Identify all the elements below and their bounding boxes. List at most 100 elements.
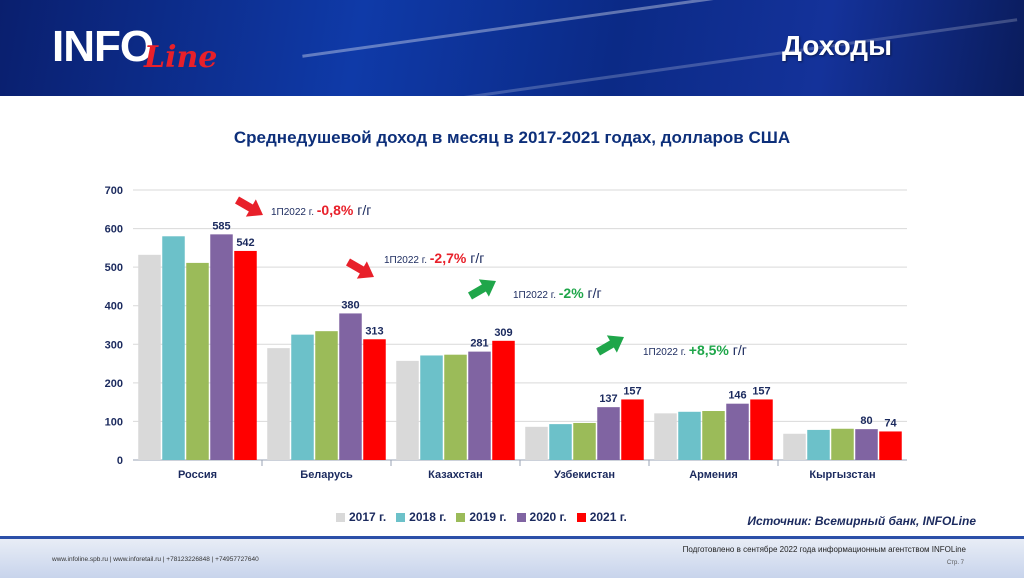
data-label: 157 bbox=[752, 385, 770, 397]
bar-Россия-2017г bbox=[138, 254, 161, 460]
data-label: 281 bbox=[470, 338, 488, 350]
arrow-down-icon bbox=[235, 196, 263, 217]
legend-swatch bbox=[576, 512, 586, 522]
bar-Армения-2017г bbox=[654, 413, 677, 460]
legend-item: 2018 г. bbox=[396, 510, 446, 524]
page-number: Стр. 7 bbox=[946, 560, 964, 566]
legend-swatch bbox=[396, 512, 406, 522]
bar-Узбекистан-2021г bbox=[621, 399, 644, 460]
chart-legend: 2017 г. 2018 г. 2019 г. 2020 г. 2021 г. bbox=[336, 510, 627, 524]
annotation-value: -2% bbox=[559, 285, 584, 301]
arrow-up-icon bbox=[596, 335, 624, 356]
bar-Кыргызстан-2021г bbox=[879, 431, 902, 460]
annotation-value: +8,5% bbox=[689, 342, 730, 358]
bar-Казахстан-2018г bbox=[420, 355, 443, 460]
y-tick-label: 0 bbox=[117, 455, 123, 467]
x-category-label: Россия bbox=[178, 469, 217, 481]
legend-label: 2017 г. bbox=[349, 510, 387, 524]
bar-Армения-2018г bbox=[678, 411, 701, 460]
annotation-period: 1П2022 г. bbox=[271, 207, 317, 218]
bar-Россия-2018г bbox=[162, 236, 185, 460]
footer-prepared-text: Подготовлено в сентябре 2022 года информ… bbox=[682, 545, 966, 554]
legend-label: 2021 г. bbox=[589, 510, 627, 524]
bar-Армения-2019г bbox=[702, 411, 725, 460]
legend-item: 2019 г. bbox=[456, 510, 507, 524]
bar-Узбекистан-2017г bbox=[525, 426, 548, 460]
annotation-period: 1П2022 г. bbox=[513, 290, 559, 301]
bar-Беларусь-2017г bbox=[267, 348, 290, 460]
bar-Узбекистан-2020г bbox=[597, 407, 620, 460]
x-category-label: Кыргызстан bbox=[809, 469, 875, 481]
bar-Кыргызстан-2019г bbox=[831, 428, 854, 460]
yoy-annotation: 1П2022 г. -2,7% г/г bbox=[384, 250, 484, 266]
x-category-label: Армения bbox=[689, 469, 738, 481]
bar-Кыргызстан-2020г bbox=[855, 429, 878, 460]
data-label: 380 bbox=[341, 299, 359, 311]
annotation-suffix: г/г bbox=[729, 342, 747, 358]
y-tick-label: 100 bbox=[105, 416, 123, 428]
bar-Армения-2021г bbox=[750, 399, 773, 460]
x-category-label: Казахстан bbox=[428, 469, 483, 481]
y-tick-label: 700 bbox=[105, 185, 123, 197]
bar-Узбекистан-2019г bbox=[573, 422, 596, 460]
bar-Беларусь-2021г bbox=[363, 339, 386, 460]
bar-Казахстан-2017г bbox=[396, 360, 419, 460]
bar-Казахстан-2019г bbox=[444, 354, 467, 460]
bar-Кыргызстан-2018г bbox=[807, 429, 830, 460]
annotation-period: 1П2022 г. bbox=[384, 255, 430, 266]
legend-swatch bbox=[516, 512, 526, 522]
data-label: 80 bbox=[860, 415, 872, 427]
bar-Россия-2020г bbox=[210, 234, 233, 460]
legend-label: 2020 г. bbox=[529, 510, 567, 524]
yoy-annotation: 1П2022 г. -0,8% г/г bbox=[271, 202, 371, 218]
annotation-period: 1П2022 г. bbox=[643, 347, 689, 358]
infoline-logo[interactable]: INFO Line bbox=[52, 22, 217, 75]
bar-Россия-2019г bbox=[186, 262, 209, 460]
bar-Казахстан-2020г bbox=[468, 351, 491, 460]
footer-bar bbox=[0, 536, 1024, 578]
data-label: 313 bbox=[365, 325, 383, 337]
bar-Казахстан-2021г bbox=[492, 340, 515, 460]
yoy-annotation: 1П2022 г. +8,5% г/г bbox=[643, 342, 747, 358]
data-label: 146 bbox=[728, 390, 746, 402]
arrow-up-icon bbox=[468, 279, 496, 300]
header-banner: INFO Line Доходы bbox=[0, 0, 1024, 96]
logo-line-text: Line bbox=[144, 40, 218, 75]
page-title: Доходы bbox=[782, 30, 892, 61]
legend-label: 2019 г. bbox=[469, 510, 507, 524]
logo-info-text: INFO bbox=[52, 22, 154, 71]
annotation-value: -2,7% bbox=[430, 250, 467, 266]
data-label: 585 bbox=[212, 220, 230, 232]
annotation-suffix: г/г bbox=[466, 250, 484, 266]
data-label: 137 bbox=[599, 393, 617, 405]
data-label: 74 bbox=[884, 417, 897, 429]
bar-Беларусь-2018г bbox=[291, 334, 314, 460]
y-tick-label: 200 bbox=[105, 378, 123, 390]
y-tick-label: 300 bbox=[105, 339, 123, 351]
legend-item: 2021 г. bbox=[576, 510, 627, 524]
annotation-suffix: г/г bbox=[584, 285, 602, 301]
bar-Кыргызстан-2017г bbox=[783, 433, 806, 460]
x-category-label: Беларусь bbox=[300, 469, 353, 481]
y-tick-label: 400 bbox=[105, 301, 123, 313]
source-note: Источник: Всемирный банк, INFOLine bbox=[747, 514, 976, 528]
annotation-value: -0,8% bbox=[317, 202, 354, 218]
bar-Армения-2020г bbox=[726, 403, 749, 460]
x-category-label: Узбекистан bbox=[554, 469, 615, 481]
annotation-suffix: г/г bbox=[353, 202, 371, 218]
bar-Беларусь-2019г bbox=[315, 331, 338, 460]
bar-Беларусь-2020г bbox=[339, 313, 362, 460]
legend-item: 2017 г. bbox=[336, 510, 386, 524]
data-label: 157 bbox=[623, 385, 641, 397]
legend-swatch bbox=[456, 512, 466, 522]
bar-Узбекистан-2018г bbox=[549, 424, 572, 460]
y-tick-label: 500 bbox=[105, 262, 123, 274]
data-label: 309 bbox=[494, 327, 512, 339]
chart-title: Среднедушевой доход в месяц в 2017-2021 … bbox=[233, 128, 791, 147]
legend-label: 2018 г. bbox=[409, 510, 447, 524]
y-tick-label: 600 bbox=[105, 224, 123, 236]
footer-contacts[interactable]: www.infoline.spb.ru | www.inforetail.ru … bbox=[52, 556, 259, 563]
legend-swatch bbox=[336, 512, 345, 522]
bar-Россия-2021г bbox=[234, 250, 257, 460]
